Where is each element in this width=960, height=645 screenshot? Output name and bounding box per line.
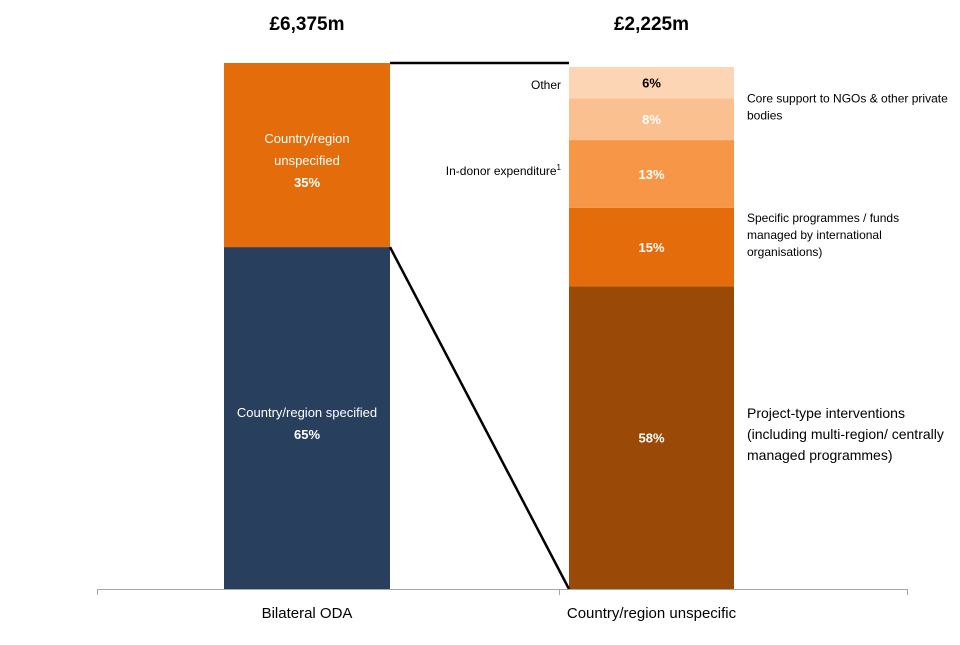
segment-value-country-region-unspecified: 35%	[294, 175, 320, 190]
bar-segment-country-region-specified	[224, 247, 390, 589]
segment-value-specific-programmes-funds-managed-by-international-organisations: 15%	[638, 240, 664, 255]
annotation-specific-programmes-funds-managed-by-international-organisations: organisations)	[747, 245, 822, 259]
bar-segment-specific-programmes-funds-managed-by-international-organisations	[569, 207, 734, 287]
connector-line-bottom	[388, 246, 571, 590]
segment-value-project-type-interventions-including-multi-region-centrally-managed-programmes: 58%	[638, 431, 664, 446]
total-label-country-region-unspecific: £2,225m	[614, 14, 689, 35]
annotation-project-type-interventions-including-multi-region-centrally-managed-programmes: (including multi-region/ centrally	[747, 426, 944, 442]
annotation-specific-programmes-funds-managed-by-international-organisations: Specific programmes / funds	[747, 211, 899, 225]
annotation-core-support-to-ngos-other-private-bodies: bodies	[747, 109, 782, 123]
bar-segment-core-support-to-ngos-other-private-bodies	[569, 98, 734, 141]
segment-value-in-donor-expenditure: 13%	[638, 167, 664, 182]
annotation-specific-programmes-funds-managed-by-international-organisations: managed by international	[747, 228, 882, 242]
segment-value-other: 6%	[642, 76, 661, 91]
category-label-bilateral-oda: Bilateral ODA	[262, 605, 353, 622]
segment-label-country-region-unspecified: unspecified	[274, 153, 340, 168]
annotation-project-type-interventions-including-multi-region-centrally-managed-programmes: managed programmes)	[747, 447, 893, 463]
bar-segment-other	[569, 67, 734, 99]
segment-label-country-region-specified: Country/region specified	[237, 405, 377, 420]
annotation-other: Other	[531, 78, 561, 92]
category-label-country-region-unspecific: Country/region unspecific	[567, 605, 737, 622]
bar-segment-project-type-interventions-including-multi-region-centrally-managed-programmes	[569, 286, 734, 589]
annotation-project-type-interventions-including-multi-region-centrally-managed-programmes: Project-type interventions	[747, 405, 905, 421]
total-label-bilateral-oda: £6,375m	[269, 14, 344, 35]
segment-label-country-region-unspecified: Country/region	[264, 131, 349, 146]
segment-value-core-support-to-ngos-other-private-bodies: 8%	[642, 112, 661, 127]
bar-segment-in-donor-expenditure	[569, 140, 734, 208]
segment-value-country-region-specified: 65%	[294, 427, 320, 442]
annotation-in-donor-expenditure: In-donor expenditure1	[446, 163, 562, 178]
footnote-marker: 1	[557, 163, 562, 172]
annotation-core-support-to-ngos-other-private-bodies: Core support to NGOs & other private	[747, 92, 948, 106]
bar-segment-country-region-unspecified	[224, 63, 390, 248]
